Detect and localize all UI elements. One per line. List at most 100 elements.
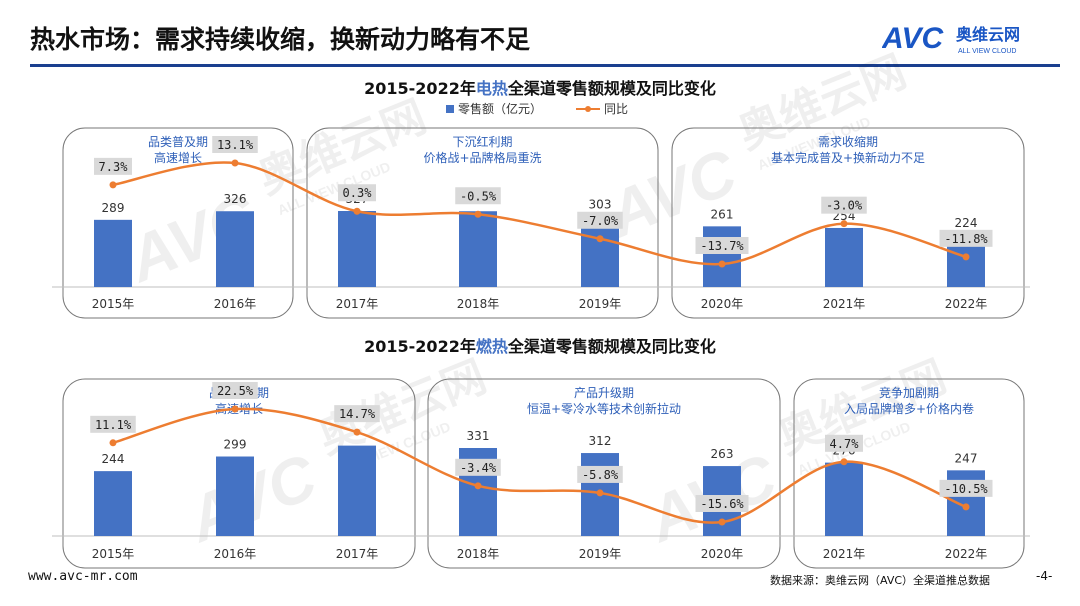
yoy-label: -5.8% <box>582 468 619 482</box>
bar <box>338 445 376 536</box>
chart-legend: 零售额（亿元） 同比 <box>446 101 628 116</box>
bar <box>703 226 741 287</box>
yoy-point <box>962 503 970 511</box>
yoy-label: -13.7% <box>700 239 744 253</box>
legend-bar-swatch <box>446 105 454 113</box>
phase-label: 品类普及期 <box>148 135 208 149</box>
bar-value-label: 263 <box>711 447 734 461</box>
yoy-point <box>596 235 604 243</box>
legend-line-label: 同比 <box>604 102 628 116</box>
yoy-label: -3.0% <box>826 199 863 213</box>
x-tick-label: 2019年 <box>579 547 622 561</box>
yoy-point <box>231 159 239 167</box>
bar <box>216 211 254 287</box>
bar-value-label: 224 <box>955 216 978 230</box>
phase-box <box>62 378 416 569</box>
bar <box>216 456 254 536</box>
phase-label: 入局品牌增多+价格内卷 <box>844 401 974 416</box>
bar-value-label: 312 <box>589 434 612 448</box>
yoy-label-bg <box>455 458 501 476</box>
yoy-label-bg <box>577 465 623 483</box>
chart-title-suffix: 全渠道零售额规模及同比变化 <box>507 79 716 98</box>
yoy-label-bg <box>94 157 132 175</box>
yoy-label: 4.7% <box>830 437 860 451</box>
yoy-label: -3.4% <box>460 461 497 475</box>
bar <box>459 211 497 287</box>
phase-box <box>793 378 1025 569</box>
phase-box <box>62 127 294 319</box>
yoy-label-bg <box>212 382 258 399</box>
yoy-label: -11.8% <box>944 232 988 246</box>
yoy-label: 11.1% <box>95 418 132 432</box>
yoy-point <box>231 405 239 413</box>
logo-en: ALL VIEW CLOUD <box>958 48 1016 55</box>
yoy-label: 14.7% <box>339 407 376 421</box>
page-number: -4- <box>1036 569 1053 583</box>
bar-value-label: 244 <box>102 452 125 466</box>
yoy-label-bg <box>90 415 136 433</box>
bar-value-label: 303 <box>589 198 612 212</box>
bar-value-label: 289 <box>102 201 125 215</box>
phase-box <box>427 378 781 569</box>
chart-title-highlight: 电热 <box>476 79 508 98</box>
chart-title-highlight: 燃热 <box>476 337 508 356</box>
yoy-point <box>718 518 726 526</box>
phase-label: 价格战+品牌格局重洗 <box>423 150 541 165</box>
yoy-label: -0.5% <box>460 189 497 203</box>
footer-source: 数据来源：奥维云网（AVC）全渠道推总数据 <box>770 574 991 587</box>
yoy-point <box>353 207 361 215</box>
yoy-point <box>474 482 482 490</box>
yoy-label-bg <box>695 495 749 512</box>
yoy-label-bg <box>577 211 623 229</box>
x-tick-label: 2016年 <box>214 297 257 311</box>
yoy-point <box>596 489 604 497</box>
phase-box <box>306 127 659 319</box>
x-tick-label: 2015年 <box>92 297 135 311</box>
chart-title-prefix: 2015-2022年 <box>364 79 476 98</box>
yoy-label: -10.5% <box>944 482 988 496</box>
footer-url[interactable]: www.avc-mr.com <box>28 569 138 584</box>
chart-title: 2015-2022年燃热全渠道零售额规模及同比变化 <box>364 337 716 356</box>
x-tick-label: 2018年 <box>457 547 500 561</box>
yoy-label: 22.5% <box>217 384 254 398</box>
x-tick-label: 2017年 <box>336 297 379 311</box>
bar <box>825 227 863 287</box>
bar-value-label: 326 <box>224 192 247 206</box>
yoy-line <box>112 407 967 524</box>
page-title: 热水市场：需求持续收缩，换新动力略有不足 <box>30 25 531 54</box>
yoy-point <box>474 210 482 218</box>
legend-line-marker <box>585 106 591 112</box>
yoy-label: -15.6% <box>700 497 744 511</box>
phase-label: 产品升级期 <box>574 386 634 400</box>
yoy-point <box>840 458 848 466</box>
avc-logo: AVC 奥维云网 ALL VIEW CLOUD <box>882 22 1020 55</box>
yoy-label: -7.0% <box>582 214 619 228</box>
yoy-label: 0.3% <box>343 186 373 200</box>
chart-gas-heater: 2015-2022年燃热全渠道零售额规模及同比变化品类普及期高速增长产品升级期恒… <box>52 337 1030 569</box>
phase-box <box>671 127 1025 319</box>
x-tick-label: 2015年 <box>92 547 135 561</box>
logo-mark: AVC <box>882 22 944 55</box>
yoy-point <box>718 260 726 268</box>
yoy-label-bg <box>455 187 501 205</box>
x-tick-label: 2017年 <box>336 547 379 561</box>
yoy-label-bg <box>939 479 993 497</box>
yoy-label-bg <box>695 237 749 254</box>
phase-label: 基本完成普及+换新动力不足 <box>771 150 925 165</box>
yoy-label-bg <box>821 196 867 214</box>
x-tick-label: 2020年 <box>701 547 744 561</box>
phase-label: 恒温+零冷水等技术创新拉动 <box>527 401 681 416</box>
chart-title-prefix: 2015-2022年 <box>364 337 476 356</box>
bar-value-label: 299 <box>224 438 247 452</box>
yoy-label-bg <box>338 184 376 202</box>
x-tick-label: 2021年 <box>823 547 866 561</box>
yoy-point <box>353 428 361 436</box>
chart-title-suffix: 全渠道零售额规模及同比变化 <box>507 337 716 356</box>
yoy-point <box>109 181 117 189</box>
